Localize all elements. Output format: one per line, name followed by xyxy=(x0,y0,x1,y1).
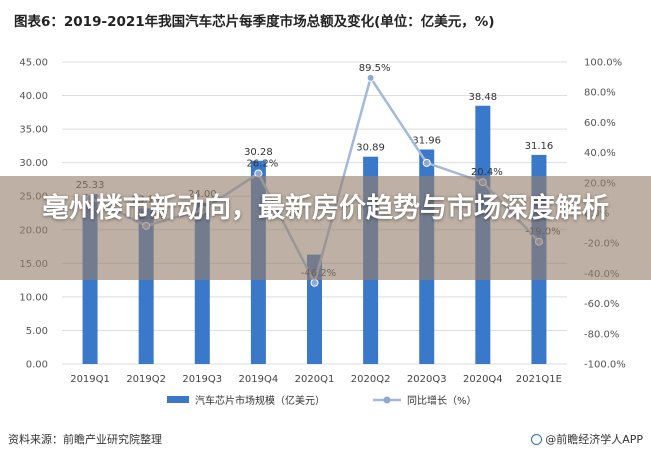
brand-logo-icon xyxy=(531,433,543,445)
y-right-tick-label: 60.0% xyxy=(584,118,616,129)
growth-value-label: 26.2% xyxy=(246,158,278,169)
bar-value-label: 30.89 xyxy=(356,143,385,154)
bar-value-label: 30.28 xyxy=(244,147,273,158)
x-tick-label: 2019Q1 xyxy=(70,374,110,385)
legend-bar-label: 汽车芯片市场规模（亿美元） xyxy=(195,394,325,407)
y-right-tick-label: 100.0% xyxy=(584,58,622,69)
y-left-tick-label: 30.00 xyxy=(19,158,48,169)
x-tick-label: 2020Q3 xyxy=(407,374,447,385)
legend-bar-swatch xyxy=(167,396,189,403)
x-tick-label: 2019Q4 xyxy=(239,374,279,385)
bar-value-label: 38.48 xyxy=(469,92,498,103)
credit-text: @前瞻经济学人APP xyxy=(545,433,643,446)
growth-point xyxy=(422,158,431,167)
x-tick-label: 2020Q4 xyxy=(463,374,503,385)
headline-text: 亳州楼市新动向，最新房价趋势与市场深度解析 xyxy=(42,193,609,224)
y-right-tick-label: -60.0% xyxy=(584,299,619,310)
bar-value-label: 31.96 xyxy=(412,136,441,147)
legend-line-marker xyxy=(383,396,391,404)
y-left-tick-label: 35.00 xyxy=(19,125,48,136)
chart-title: 图表6：2019-2021年我国汽车芯片每季度市场总额及变化(单位：亿美元，%) xyxy=(14,14,495,30)
y-right-tick-label: -100.0% xyxy=(584,360,626,371)
growth-point xyxy=(310,278,319,287)
y-left-tick-label: 10.00 xyxy=(19,292,48,303)
growth-value-label: 89.5% xyxy=(359,63,391,74)
y-left-tick-label: 5.00 xyxy=(26,326,48,337)
x-tick-label: 2019Q2 xyxy=(126,374,166,385)
x-tick-label: 2021Q1E xyxy=(516,374,562,385)
growth-value-label: 20.4% xyxy=(471,167,503,178)
y-left-tick-label: 40.00 xyxy=(19,91,48,102)
source-note: 资料来源：前瞻产业研究院整理 xyxy=(8,433,162,446)
y-right-tick-label: 40.0% xyxy=(584,148,616,159)
y-right-tick-label: 80.0% xyxy=(584,88,616,99)
y-left-tick-label: 45.00 xyxy=(19,58,48,69)
growth-point xyxy=(366,73,375,82)
bar-value-label: 31.16 xyxy=(525,141,554,152)
y-left-tick-label: 0.00 xyxy=(26,360,48,371)
x-tick-label: 2020Q1 xyxy=(295,374,335,385)
credit-note: @前瞻经济学人APP xyxy=(531,431,643,447)
x-tick-label: 2020Q2 xyxy=(351,374,391,385)
headline-banner xyxy=(0,176,651,280)
y-right-tick-label: -80.0% xyxy=(584,329,619,340)
legend-line-label: 同比增长（%） xyxy=(407,394,477,407)
x-tick-label: 2019Q3 xyxy=(182,374,222,385)
